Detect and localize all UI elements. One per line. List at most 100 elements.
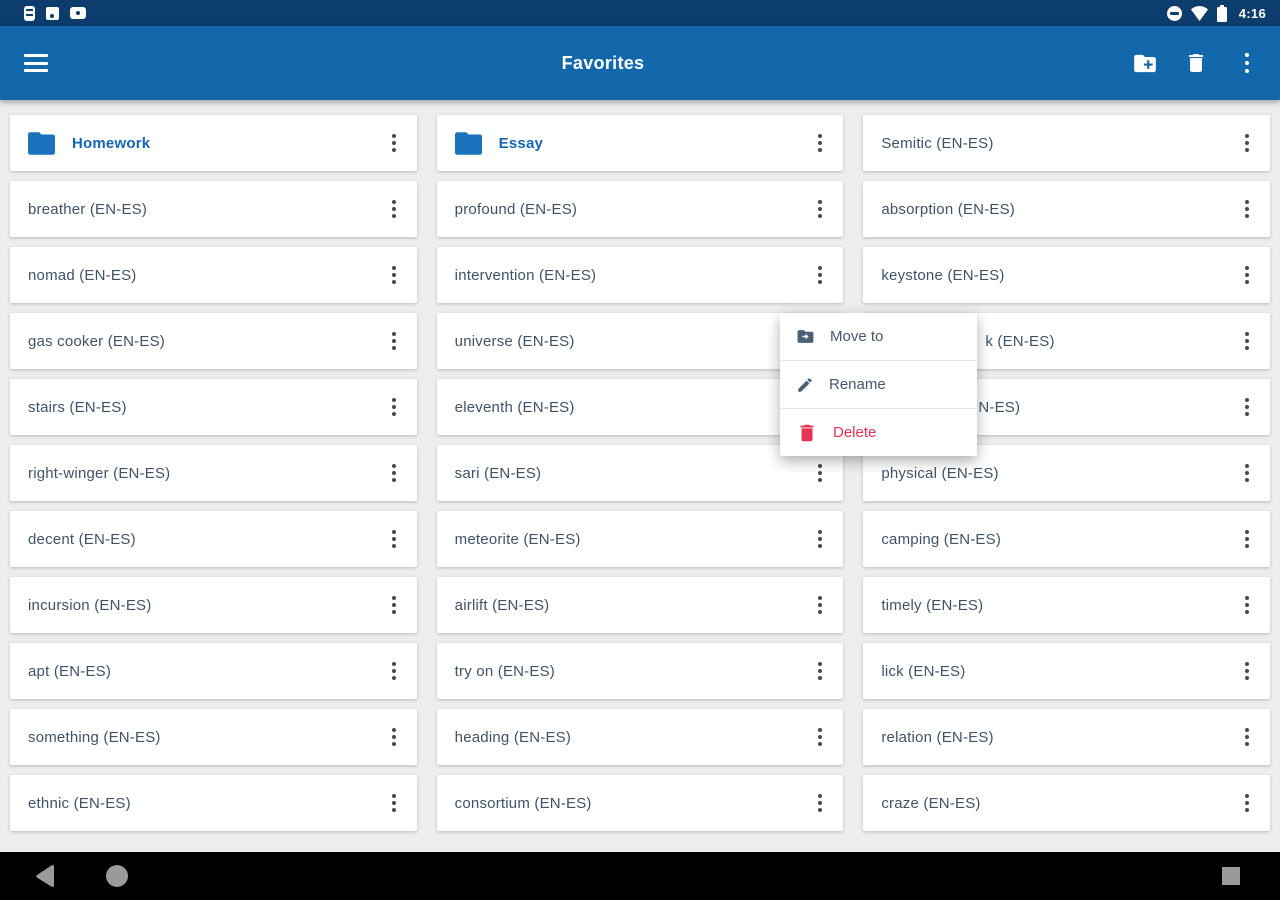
folder-card[interactable]: Homework — [10, 115, 417, 171]
menu-item-move-to[interactable]: Move to — [780, 313, 977, 360]
item-overflow-icon[interactable] — [1236, 392, 1258, 422]
status-bar: 4:16 — [0, 0, 1280, 26]
do-not-disturb-icon — [1166, 5, 1182, 21]
favorites-grid: Homework breather (EN-ES) nomad (EN-ES) gas… — [0, 100, 1280, 852]
folder-label: Homework — [72, 134, 151, 152]
menu-item-rename[interactable]: Rename — [780, 361, 977, 408]
back-button[interactable] — [36, 865, 54, 892]
menu-item-delete[interactable]: Delete — [780, 409, 977, 456]
entry-label: try on (EN-ES) — [454, 662, 555, 680]
entry-label: heading (EN-ES) — [454, 728, 572, 746]
entry-card[interactable]: intervention (EN-ES) — [436, 247, 844, 303]
item-overflow-icon[interactable] — [1236, 194, 1258, 224]
entry-label: profound (EN-ES) — [454, 200, 578, 218]
item-overflow-icon[interactable] — [1236, 458, 1258, 488]
wifi-icon — [1190, 5, 1208, 21]
item-overflow-icon[interactable] — [809, 656, 831, 686]
menu-hamburger-icon[interactable] — [24, 54, 48, 72]
item-overflow-icon[interactable] — [383, 194, 405, 224]
recents-button[interactable] — [1222, 867, 1240, 885]
item-overflow-icon[interactable] — [383, 656, 405, 686]
item-overflow-icon[interactable] — [809, 260, 831, 290]
entry-card[interactable]: right-winger (EN-ES) — [10, 445, 417, 501]
grid-column: Semitic (EN-ES) absorption (EN-ES) keyston… — [863, 115, 1271, 837]
entry-card[interactable]: airlift (EN-ES) — [436, 577, 844, 633]
item-overflow-icon[interactable] — [383, 788, 405, 818]
entry-label: absorption (EN-ES) — [881, 200, 1015, 218]
entry-card[interactable]: meteorite (EN-ES) — [436, 511, 844, 567]
clock: 4:16 — [1238, 5, 1266, 21]
entry-label: timely (EN-ES) — [881, 596, 984, 614]
entry-card[interactable]: sari (EN-ES) — [436, 445, 844, 501]
home-button[interactable] — [106, 865, 128, 887]
entry-card[interactable]: something (EN-ES) — [10, 709, 417, 765]
entry-card[interactable]: relation (EN-ES) — [863, 709, 1271, 765]
entry-card[interactable]: stairs (EN-ES) — [10, 379, 417, 435]
item-overflow-icon[interactable] — [383, 260, 405, 290]
item-overflow-icon[interactable] — [1236, 128, 1258, 158]
overflow-menu-button[interactable] — [1234, 50, 1260, 76]
entry-card[interactable]: incursion (EN-ES) — [10, 577, 417, 633]
entry-card[interactable]: camping (EN-ES) — [863, 511, 1271, 567]
entry-card[interactable]: keystone (EN-ES) — [863, 247, 1271, 303]
grid-column: Essay profound (EN-ES) intervention (EN-ES… — [436, 115, 844, 837]
item-overflow-icon[interactable] — [383, 722, 405, 752]
item-overflow-icon[interactable] — [1236, 590, 1258, 620]
entry-label: keystone (EN-ES) — [881, 266, 1005, 284]
item-overflow-icon[interactable] — [1236, 656, 1258, 686]
item-overflow-icon[interactable] — [809, 722, 831, 752]
menu-divider — [780, 360, 977, 361]
item-overflow-icon[interactable] — [809, 458, 831, 488]
entry-card[interactable]: craze (EN-ES) — [863, 775, 1271, 831]
item-overflow-icon[interactable] — [1236, 722, 1258, 752]
item-overflow-icon[interactable] — [809, 128, 831, 158]
entry-card[interactable]: consortium (EN-ES) — [436, 775, 844, 831]
entry-card[interactable]: nomad (EN-ES) — [10, 247, 417, 303]
entry-card[interactable]: Semitic (EN-ES) — [863, 115, 1271, 171]
item-overflow-icon[interactable] — [1236, 788, 1258, 818]
item-overflow-icon[interactable] — [809, 194, 831, 224]
item-overflow-icon[interactable] — [383, 326, 405, 356]
new-folder-button[interactable] — [1132, 50, 1158, 76]
entry-card[interactable]: absorption (EN-ES) — [863, 181, 1271, 237]
item-overflow-icon[interactable] — [809, 590, 831, 620]
entry-label: eleventh (EN-ES) — [454, 398, 575, 416]
app-bar: Favorites — [0, 26, 1280, 100]
item-overflow-icon[interactable] — [383, 590, 405, 620]
entry-card[interactable]: lick (EN-ES) — [863, 643, 1271, 699]
item-overflow-icon[interactable] — [383, 524, 405, 554]
entry-label: right-winger (EN-ES) — [28, 464, 171, 482]
entry-card[interactable]: universe (EN-ES) — [436, 313, 844, 369]
device-notification-icon — [24, 5, 35, 21]
entry-card[interactable]: eleventh (EN-ES) — [436, 379, 844, 435]
entry-card[interactable]: breather (EN-ES) — [10, 181, 417, 237]
item-overflow-icon[interactable] — [1236, 524, 1258, 554]
video-notification-icon — [70, 7, 86, 19]
item-overflow-icon[interactable] — [383, 392, 405, 422]
entry-label: ethnic (EN-ES) — [28, 794, 131, 812]
page-title: Favorites — [561, 52, 645, 73]
entry-label: decent (EN-ES) — [28, 530, 136, 548]
entry-card[interactable]: heading (EN-ES) — [436, 709, 844, 765]
folder-card[interactable]: Essay — [436, 115, 844, 171]
context-menu: Move to Rename Delete — [780, 313, 977, 456]
status-bar-notifications — [24, 5, 86, 21]
entry-card[interactable]: apt (EN-ES) — [10, 643, 417, 699]
entry-card[interactable]: ethnic (EN-ES) — [10, 775, 417, 831]
entry-label: consortium (EN-ES) — [454, 794, 592, 812]
item-overflow-icon[interactable] — [809, 524, 831, 554]
item-overflow-icon[interactable] — [383, 128, 405, 158]
item-overflow-icon[interactable] — [1236, 260, 1258, 290]
delete-button[interactable] — [1183, 50, 1209, 76]
entry-card[interactable]: gas cooker (EN-ES) — [10, 313, 417, 369]
item-overflow-icon[interactable] — [1236, 326, 1258, 356]
entry-card[interactable]: decent (EN-ES) — [10, 511, 417, 567]
item-overflow-icon[interactable] — [383, 458, 405, 488]
screenshot-notification-icon — [46, 6, 59, 20]
entry-card[interactable]: timely (EN-ES) — [863, 577, 1271, 633]
item-overflow-icon[interactable] — [809, 788, 831, 818]
entry-card[interactable]: profound (EN-ES) — [436, 181, 844, 237]
entry-label: gas cooker (EN-ES) — [28, 332, 165, 350]
entry-card[interactable]: try on (EN-ES) — [436, 643, 844, 699]
entry-label: stairs (EN-ES) — [28, 398, 127, 416]
